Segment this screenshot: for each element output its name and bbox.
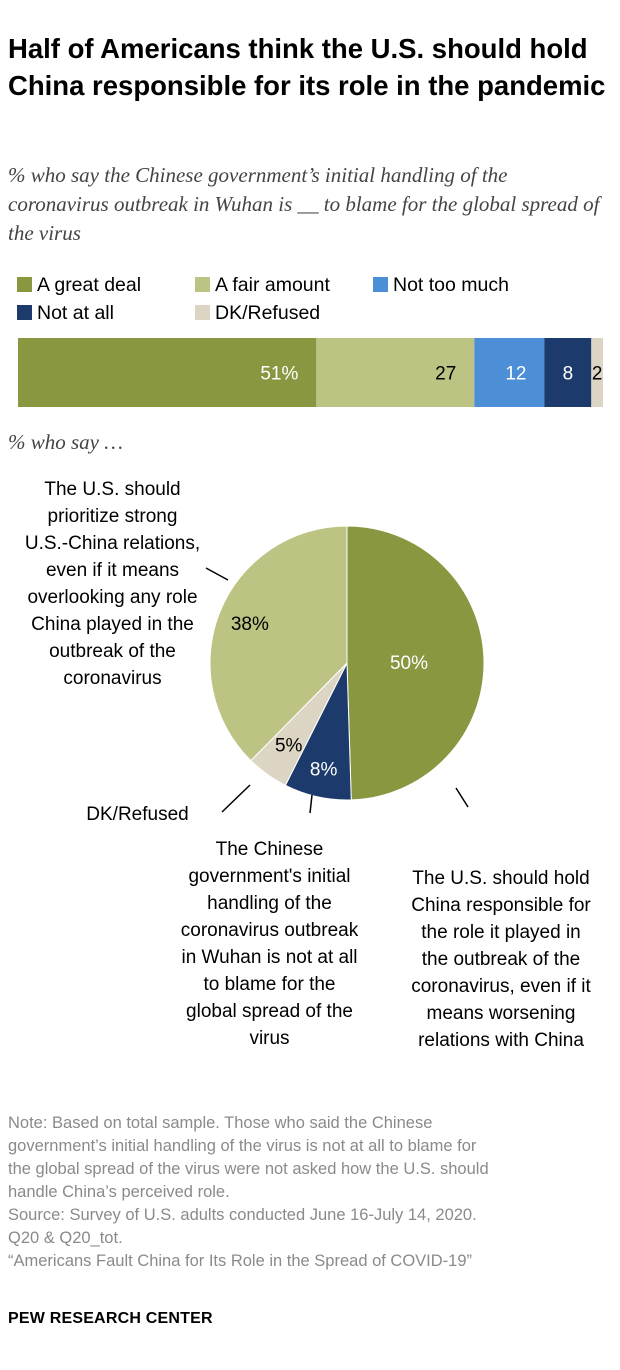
annotation-line: virus <box>249 1028 290 1049</box>
annotation-line: even if it means <box>45 560 180 581</box>
bar-value-label: 2 <box>592 364 603 385</box>
annotation-line: overlooking any role <box>27 587 198 608</box>
note-line: the global spread of the virus were not … <box>8 1160 489 1178</box>
pie-slice-0 <box>346 525 485 801</box>
annotation-line: prioritize strong <box>47 506 178 527</box>
legend-swatch <box>373 277 388 292</box>
annotation-line: outbreak of the <box>49 641 176 662</box>
pie-prompt: % who say … <box>8 430 123 454</box>
annotation-line: The U.S. should hold <box>412 868 590 889</box>
legend-item-great-deal: A great deal <box>17 273 141 297</box>
pie-slice-3 <box>209 525 348 762</box>
note-line: “Americans Fault China for Its Role in t… <box>8 1252 473 1270</box>
annotation-line: the outbreak of the <box>421 949 581 970</box>
bar-segment-not-at-all <box>544 338 592 407</box>
chart-subtitle: % who say the Chinese government’s initi… <box>8 163 600 245</box>
annotation-line: to blame for the <box>203 974 336 995</box>
legend-label: DK/Refused <box>215 302 321 324</box>
bar-segment-not-too-much <box>474 338 545 407</box>
annotation-line: relations with China <box>418 1030 584 1051</box>
pie-chart: 50% 8% 5% 38% <box>205 525 485 814</box>
legend-item-dk-refused: DK/Refused <box>195 301 320 325</box>
annotation-dk-refused: DK/Refused <box>86 804 189 825</box>
legend-swatch <box>195 305 210 320</box>
footer-brand: PEW RESEARCH CENTER <box>8 1310 213 1327</box>
note-line: government’s initial handling of the vir… <box>8 1137 477 1155</box>
note-line: Note: Based on total sample. Those who s… <box>8 1114 433 1132</box>
note-line: handle China’s perceived role. <box>8 1183 230 1201</box>
annotation-prioritize: The U.S. should prioritize strong U.S.-C… <box>5 476 220 692</box>
legend-item-not-too-much: Not too much <box>373 273 509 297</box>
bar-segment-a-fair-amount <box>316 338 475 407</box>
annotation-not-blame: The Chinese government's initial handlin… <box>152 836 387 1052</box>
legend-swatch <box>17 305 32 320</box>
stacked-bar-chart: 51% 27 12 8 2 <box>18 338 603 407</box>
bar-value-label: 8 <box>563 364 574 385</box>
note-line: Source: Survey of U.S. adults conducted … <box>8 1206 477 1224</box>
annotation-line: coronavirus <box>63 668 162 689</box>
annotation-line: global spread of the <box>186 1001 353 1022</box>
pie-value-label: 38% <box>231 614 269 635</box>
annotation-line: government's initial <box>188 866 351 887</box>
annotation-line: coronavirus outbreak <box>180 920 359 941</box>
annotation-line: The Chinese <box>215 839 324 860</box>
annotation-line: The U.S. should <box>44 479 181 500</box>
bar-value-label: 12 <box>505 364 526 385</box>
legend-item-not-at-all: Not at all <box>17 301 114 325</box>
legend-label: Not at all <box>37 302 114 324</box>
legend-swatch <box>17 277 32 292</box>
source-note: Note: Based on total sample. Those who s… <box>8 1112 613 1273</box>
annotation-line: U.S.-China relations, <box>24 533 201 554</box>
pie-value-label: 5% <box>275 735 303 756</box>
legend-swatch <box>195 277 210 292</box>
annotation-line: the role it played in <box>421 922 581 943</box>
bar-segment-dk-refused <box>591 338 603 407</box>
pie-value-label: 50% <box>390 653 428 674</box>
annotation-line: handling of the <box>207 893 332 914</box>
legend-item-fair-amount: A fair amount <box>195 273 330 297</box>
legend-label: Not too much <box>393 274 509 296</box>
annotation-line: in Wuhan is not at all <box>181 947 358 968</box>
annotation-line: China played in the <box>31 614 194 635</box>
legend-label: A fair amount <box>215 274 330 296</box>
legend-label: A great deal <box>37 274 142 296</box>
note-line: Q20 & Q20_tot. <box>8 1229 123 1247</box>
chart-title: Half of Americans think the U.S. should … <box>8 33 606 101</box>
leader-line-prioritize <box>205 567 229 581</box>
bar-segment-a-great-deal <box>18 338 317 407</box>
leader-line-dk <box>221 784 251 813</box>
annotation-line: coronavirus, even if it <box>411 976 591 997</box>
annotation-line: China responsible for <box>411 895 591 916</box>
leader-line-not-blame <box>309 794 313 814</box>
leader-line-responsible <box>455 787 469 808</box>
annotation-responsible: The U.S. should hold China responsible f… <box>385 865 617 1054</box>
bar-value-label: 51% <box>260 364 298 385</box>
annotation-line: means worsening <box>426 1003 576 1024</box>
bar-value-label: 27 <box>435 364 456 385</box>
pie-value-label: 8% <box>310 759 338 780</box>
